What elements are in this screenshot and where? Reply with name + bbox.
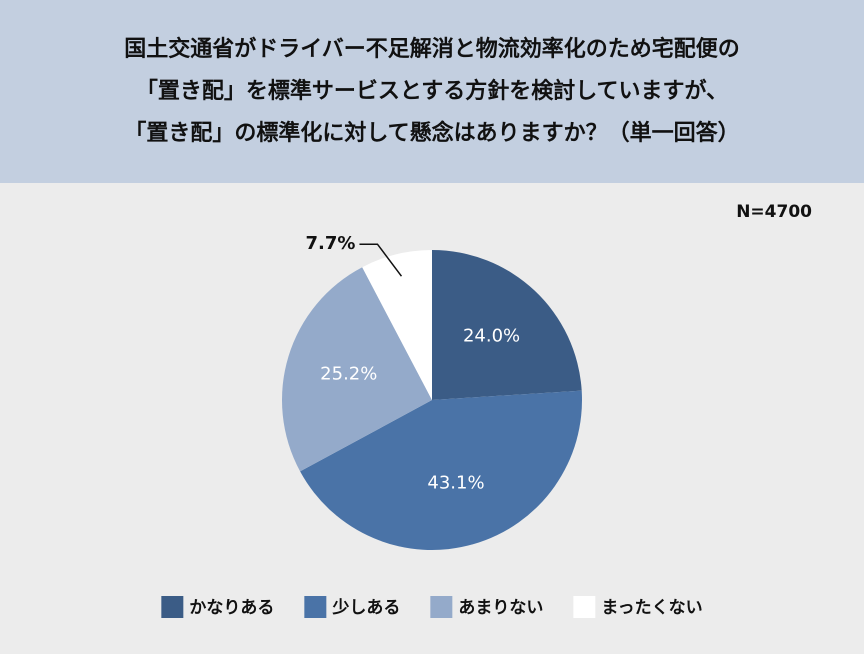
legend-swatch: [430, 596, 453, 618]
legend-label: 少しある: [331, 598, 400, 618]
leader-line: [359, 243, 403, 277]
pie-slice: [281, 267, 432, 472]
chart-title: 国土交通省がドライバー不足解消と物流効率化のため宅配便の: [124, 36, 740, 62]
legend-swatch: [304, 596, 327, 618]
data-label: 7.7%: [306, 233, 356, 254]
chart-title: 「置き配」を標準サービスとする方針を検討していますが、: [136, 78, 728, 104]
legend-label: あまりない: [458, 598, 543, 618]
header-band: [0, 0, 864, 183]
pie-slice: [300, 390, 582, 551]
sample-size: N=4700: [736, 202, 812, 222]
data-label: 43.1%: [427, 473, 484, 494]
pie-slice: [432, 250, 582, 400]
pie-slice: [362, 250, 432, 400]
chart-title: 「置き配」の標準化に対して懸念はありますか？（単一回答）: [124, 120, 739, 146]
data-label: 25.2%: [320, 364, 377, 385]
legend-label: まったくない: [601, 598, 702, 618]
legend-swatch: [573, 596, 596, 618]
data-label: 24.0%: [463, 326, 520, 347]
legend-label: かなりある: [189, 598, 274, 618]
legend-swatch: [161, 596, 184, 618]
